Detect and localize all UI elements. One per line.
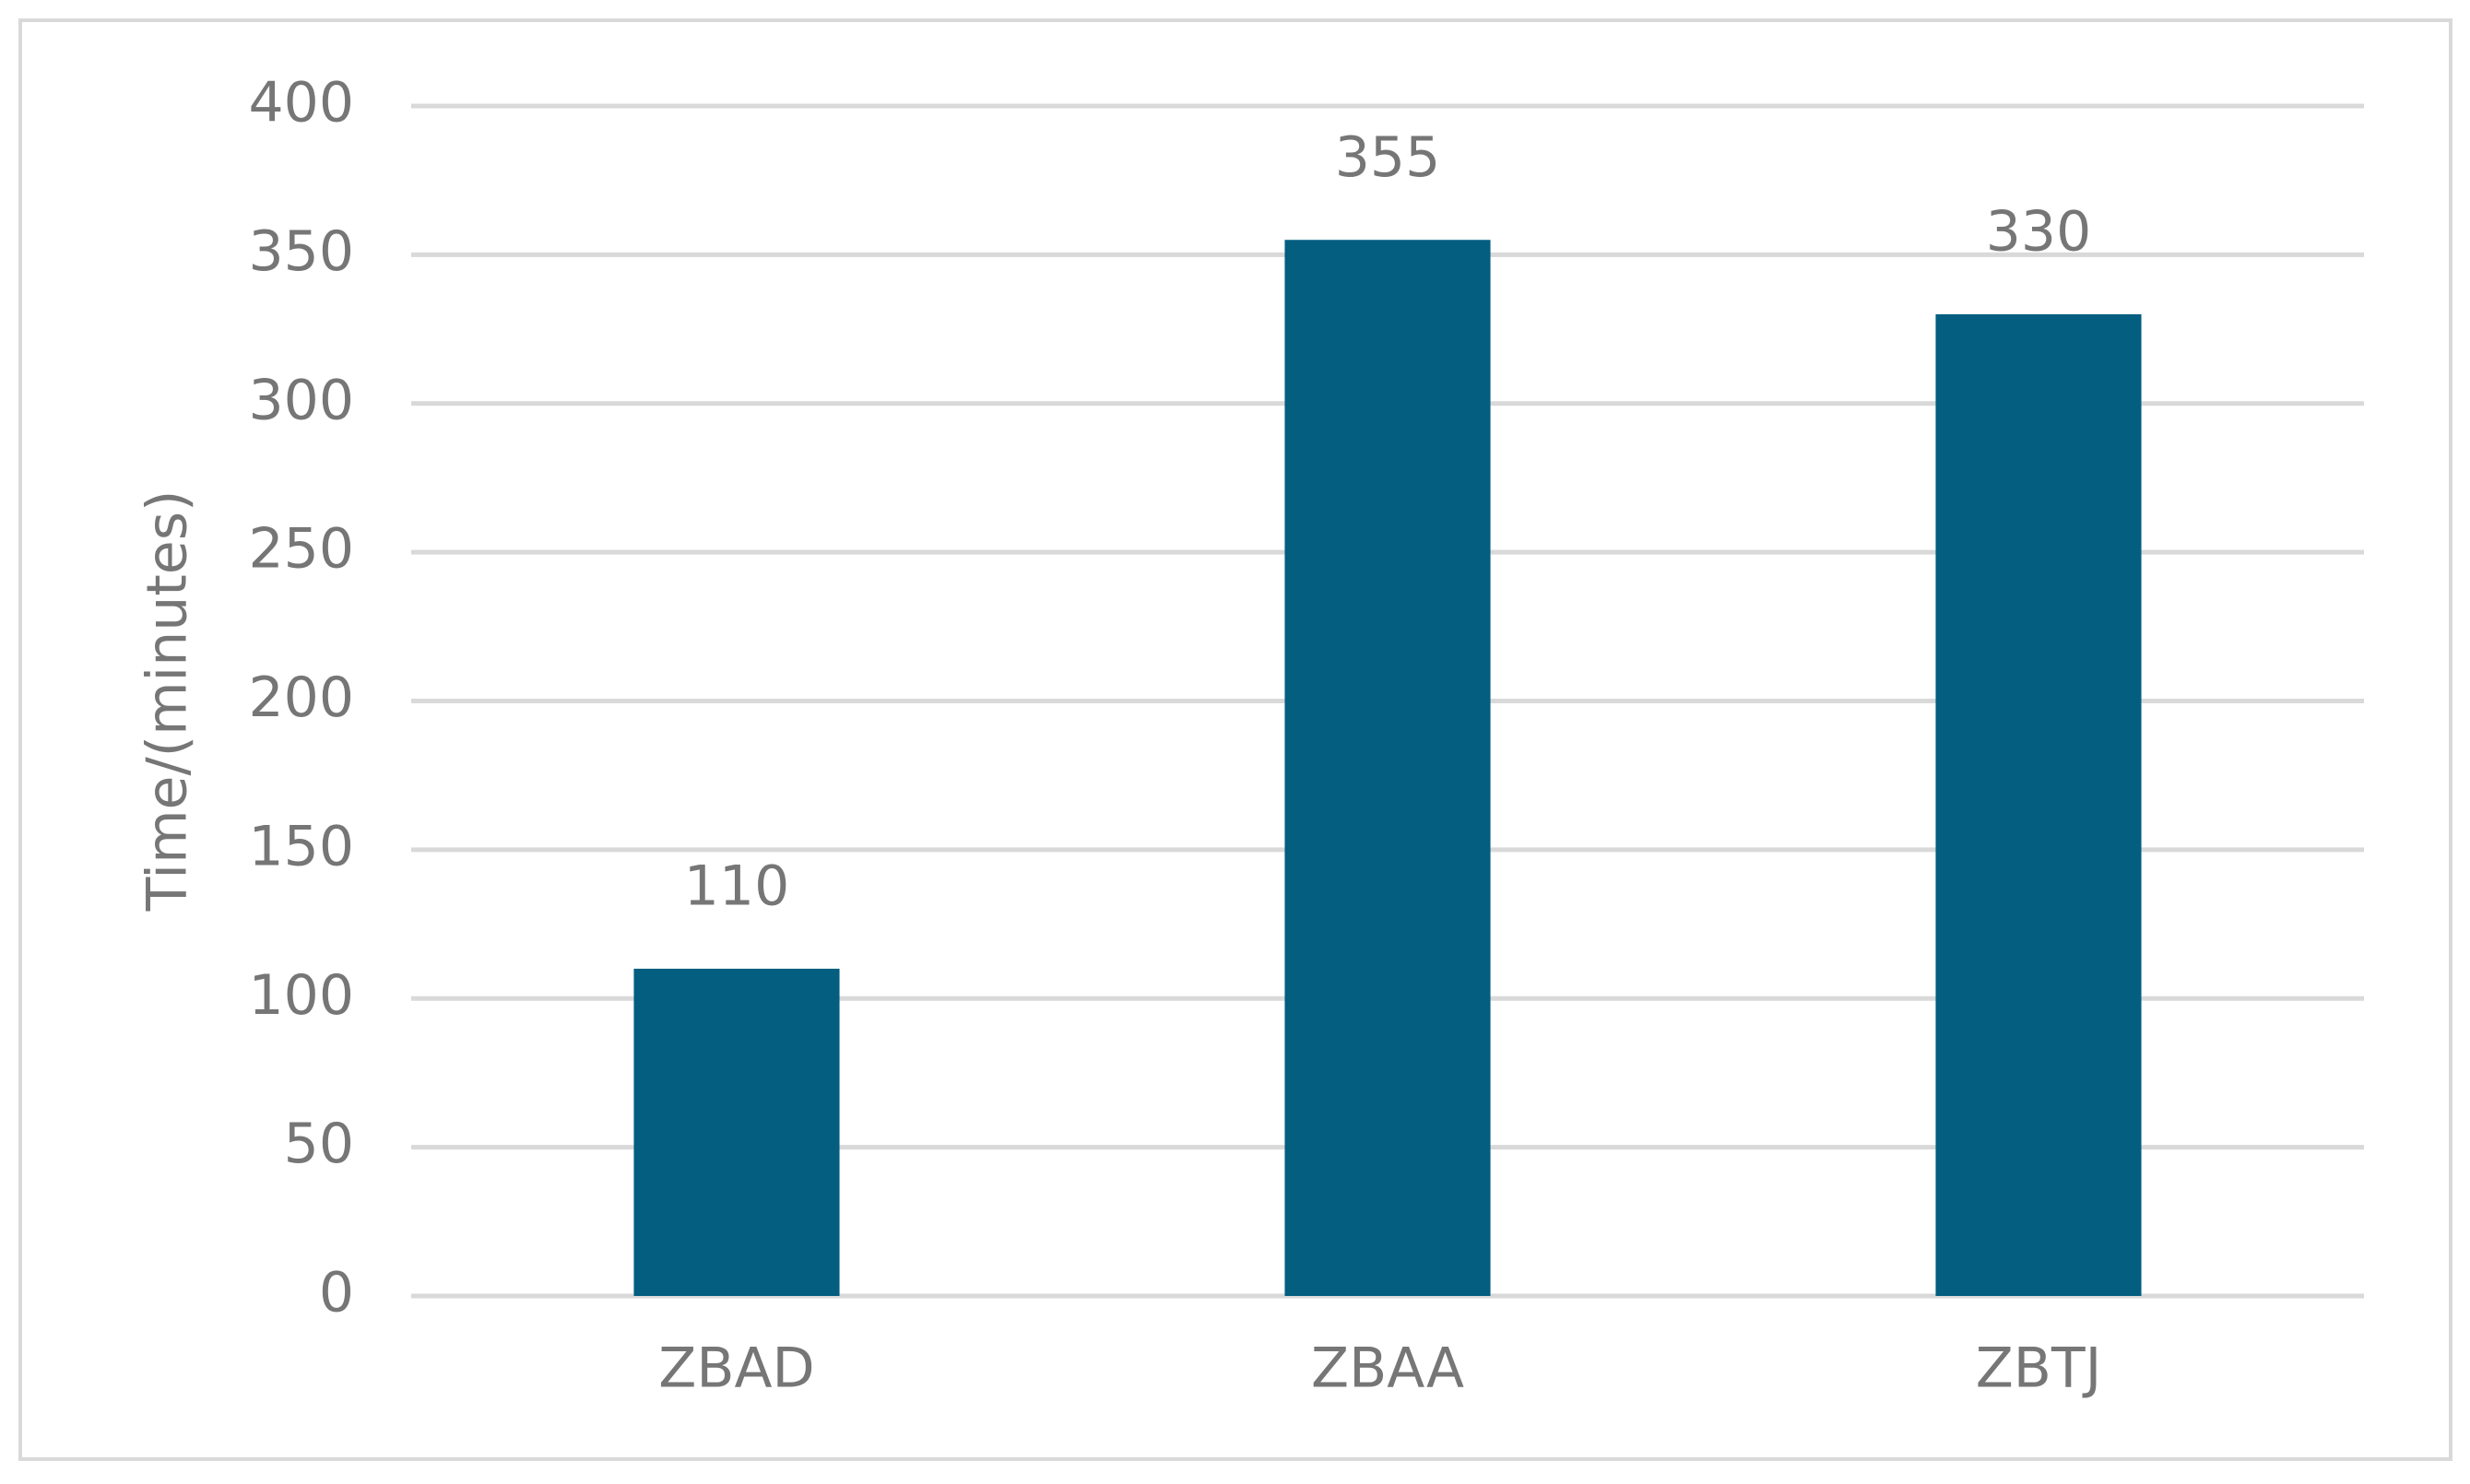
x-tick-label: ZBAA	[1311, 1337, 1464, 1401]
bar	[1935, 313, 2142, 1296]
y-tick-label: 200	[248, 665, 354, 730]
data-label: 110	[684, 854, 790, 919]
y-tick-label: 150	[248, 814, 354, 878]
y-tick-label: 350	[248, 219, 354, 284]
y-axis-title: Time/(minutes)	[136, 490, 200, 913]
y-tick-label: 250	[248, 517, 354, 582]
data-label: 330	[1986, 200, 2092, 265]
y-tick-label: 400	[248, 71, 354, 135]
data-label: 355	[1335, 125, 1441, 190]
y-tick-label: 100	[248, 963, 354, 1028]
x-tick-label: ZBTJ	[1976, 1337, 2102, 1401]
x-tick-label: ZBAD	[658, 1337, 815, 1401]
y-tick-label: 50	[284, 1112, 354, 1176]
bar	[1284, 240, 1491, 1296]
bar	[633, 968, 840, 1296]
y-tick-label: 0	[319, 1261, 354, 1325]
y-tick-label: 300	[248, 368, 354, 432]
